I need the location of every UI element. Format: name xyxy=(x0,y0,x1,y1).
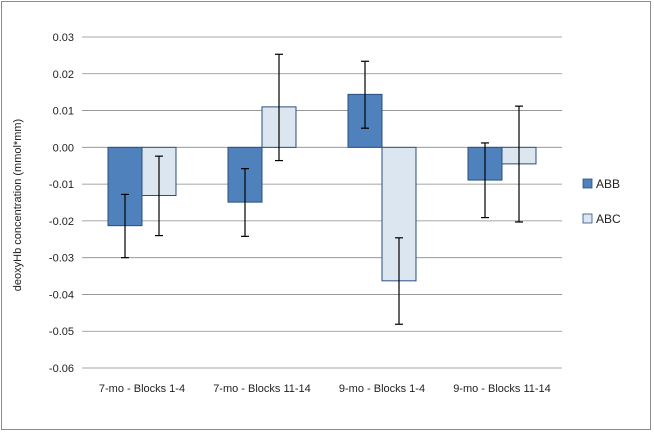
bars xyxy=(107,93,537,282)
y-tick-label: -0.06 xyxy=(49,363,74,375)
y-tick-label: 0.03 xyxy=(53,32,74,44)
error-bars xyxy=(121,53,523,325)
legend-label-abc: ABC xyxy=(596,212,621,226)
y-tick-label: -0.05 xyxy=(49,326,74,338)
x-axis-categories: 7-mo - Blocks 1-4 7-mo - Blocks 11-14 9-mo… xyxy=(99,383,551,395)
x-category-label: 7-mo - Blocks 11-14 xyxy=(213,383,311,395)
y-tick-label: -0.03 xyxy=(49,253,74,265)
gridlines xyxy=(82,36,562,369)
legend-swatch-abb xyxy=(582,178,593,189)
legend-swatch-abc xyxy=(582,213,593,224)
y-tick-label: 0.01 xyxy=(53,106,74,118)
y-axis-ticks: 0.03 0.02 0.01 0.00 -0.01 -0.02 -0.03 -0.04 -0.0… xyxy=(49,32,74,375)
y-axis-label: deoxyHb concentration (mmol*mm) xyxy=(12,119,24,291)
y-tick-label: -0.02 xyxy=(49,216,74,228)
legend: ABB ABC xyxy=(582,177,621,226)
x-category-label: 9-mo - Blocks 11-14 xyxy=(453,383,551,395)
x-category-label: 7-mo - Blocks 1-4 xyxy=(99,383,185,395)
y-tick-label: -0.01 xyxy=(49,179,74,191)
y-tick-label: -0.04 xyxy=(49,289,74,301)
x-category-label: 9-mo - Blocks 1-4 xyxy=(339,383,425,395)
y-tick-label: 0.00 xyxy=(53,142,74,154)
y-tick-label: 0.02 xyxy=(53,69,74,81)
legend-label-abb: ABB xyxy=(596,177,620,191)
